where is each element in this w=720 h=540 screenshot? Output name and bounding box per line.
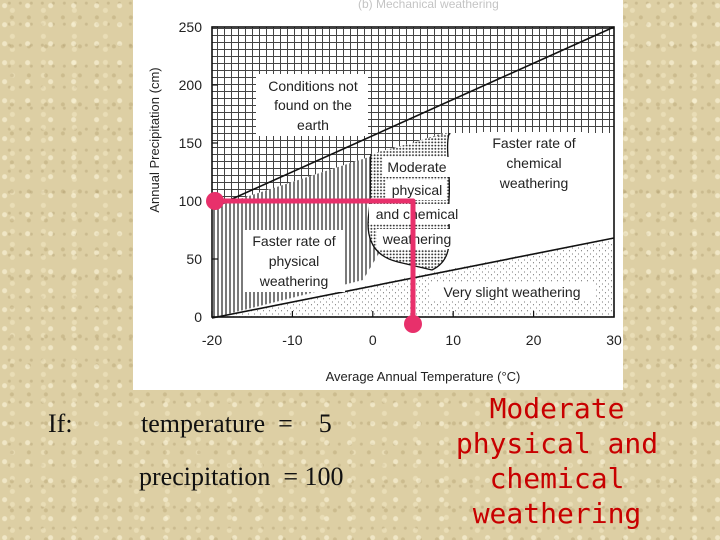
temperature-equation: temperature = 5 bbox=[141, 409, 332, 438]
marker-layer bbox=[206, 192, 422, 333]
weathering-diagram: (b) Mechanical weathering 250 200 150 100 50… bbox=[133, 0, 623, 390]
x-axis-title: Average Annual Temperature (°C) bbox=[326, 369, 521, 384]
answer-text: Moderate physical and chemical weatherin… bbox=[452, 391, 662, 531]
physical-line-3: weathering bbox=[259, 273, 329, 289]
answer-line-2: physical and bbox=[455, 427, 659, 460]
if-label: If: bbox=[48, 409, 73, 438]
chemical-line-2: chemical bbox=[506, 155, 561, 171]
not-found-line-3: earth bbox=[297, 117, 329, 133]
slight-label-text: Very slight weathering bbox=[444, 284, 581, 300]
moderate-line-2: physical bbox=[392, 182, 443, 198]
y-tick-label: 150 bbox=[179, 135, 203, 151]
x-tick-label: 10 bbox=[445, 332, 461, 348]
not-found-line-2: found on the bbox=[274, 97, 352, 113]
physical-line-1: Faster rate of bbox=[252, 233, 335, 249]
physical-line-2: physical bbox=[269, 253, 320, 269]
x-tick-label: 20 bbox=[526, 332, 542, 348]
x-tick-label: 30 bbox=[606, 332, 622, 348]
y-tick-label: 50 bbox=[186, 251, 202, 267]
diagram-svg: (b) Mechanical weathering 25020015010050… bbox=[147, 0, 622, 384]
chemical-line-3: weathering bbox=[499, 175, 569, 191]
upper-boundary-line bbox=[211, 26, 615, 209]
chemical-line-1: Faster rate of bbox=[492, 135, 575, 151]
x-tick-label: -20 bbox=[202, 332, 222, 348]
x-tick-label: -10 bbox=[282, 332, 302, 348]
answer-line-4: weathering bbox=[472, 497, 642, 530]
not-found-line-1: Conditions not bbox=[268, 78, 358, 94]
moderate-line-4: weathering bbox=[382, 231, 452, 247]
moderate-line-3: and chemical bbox=[376, 206, 459, 222]
region-not-found-label: Conditions not found on the earth bbox=[256, 74, 368, 136]
marker-precipitation-dot bbox=[206, 192, 224, 210]
moderate-line-1: Moderate bbox=[387, 159, 446, 175]
y-tick-label: 250 bbox=[179, 19, 203, 35]
x-tick-label: 0 bbox=[369, 332, 377, 348]
region-chemical-label: Faster rate of chemical weathering bbox=[483, 132, 586, 194]
answer-line-3: chemical bbox=[489, 462, 625, 495]
precipitation-equation: precipitation = 100 bbox=[139, 462, 344, 491]
y-tick-label: 0 bbox=[194, 309, 202, 325]
answer-line-1: Moderate bbox=[489, 392, 625, 425]
y-tick-label: 100 bbox=[179, 193, 203, 209]
y-tick-label: 200 bbox=[179, 77, 203, 93]
chemical-boundary-line bbox=[431, 132, 451, 271]
region-moderate-label: Moderate physical and chemical weatherin… bbox=[369, 157, 467, 249]
figure-top-caption: (b) Mechanical weathering bbox=[358, 0, 499, 11]
moderate-boundary-line bbox=[367, 153, 433, 271]
region-slight-label: Very slight weathering bbox=[431, 282, 594, 300]
region-physical-label: Faster rate of physical weathering bbox=[243, 230, 345, 292]
y-axis-title: Annual Precipitation (cm) bbox=[147, 67, 162, 212]
marker-temperature-dot bbox=[404, 315, 422, 333]
